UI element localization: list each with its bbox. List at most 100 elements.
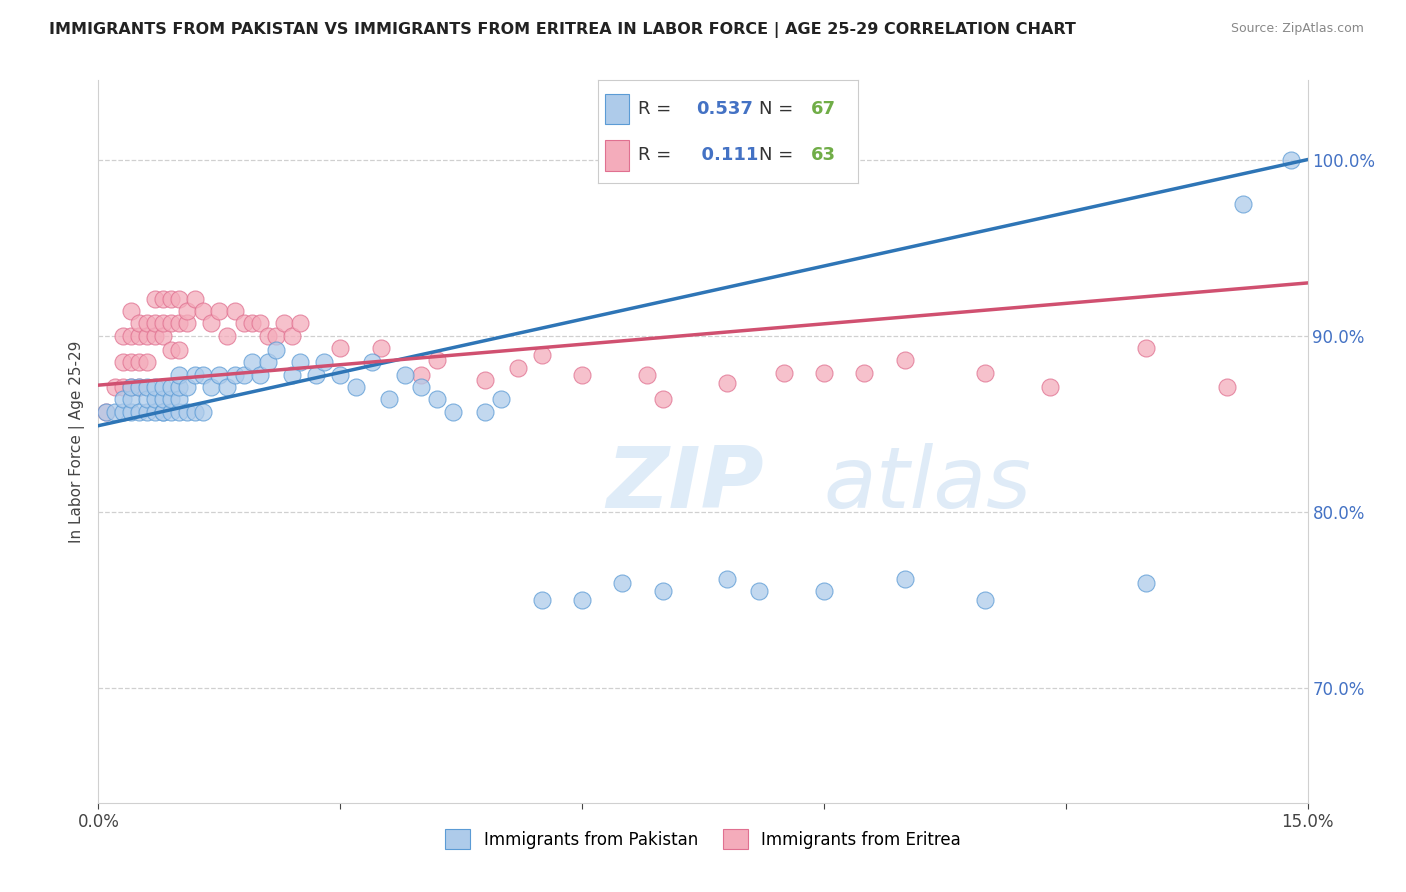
Point: [120, 392, 142, 407]
Point: [853, 366, 876, 380]
Text: ZIP: ZIP: [606, 443, 763, 526]
Point: [120, 380, 142, 394]
Point: [143, 392, 166, 407]
Point: [264, 328, 287, 343]
Point: [344, 380, 367, 394]
Point: [370, 341, 392, 355]
Point: [167, 404, 190, 418]
Point: [256, 355, 278, 369]
Point: [111, 404, 134, 418]
Point: [288, 317, 311, 331]
Text: 67: 67: [811, 100, 835, 118]
Point: [128, 355, 150, 369]
Point: [748, 584, 770, 599]
Point: [974, 366, 997, 380]
Point: [651, 392, 673, 407]
Y-axis label: In Labor Force | Age 25-29: In Labor Force | Age 25-29: [69, 341, 84, 542]
Point: [176, 380, 198, 394]
Point: [240, 355, 263, 369]
Text: atlas: atlas: [824, 443, 1032, 526]
Text: N =: N =: [759, 146, 793, 164]
Point: [716, 572, 738, 586]
Point: [314, 355, 336, 369]
Legend: Immigrants from Pakistan, Immigrants from Eritrea: Immigrants from Pakistan, Immigrants fro…: [439, 822, 967, 856]
Point: [152, 317, 174, 331]
Point: [143, 317, 166, 331]
Point: [176, 304, 198, 318]
Point: [273, 317, 295, 331]
Point: [167, 368, 190, 382]
Point: [224, 304, 246, 318]
Point: [208, 368, 231, 382]
Point: [474, 404, 496, 418]
Point: [224, 368, 246, 382]
Point: [1135, 341, 1157, 355]
Point: [152, 404, 174, 418]
Point: [636, 368, 658, 382]
Point: [143, 292, 166, 306]
Point: [329, 368, 352, 382]
Point: [264, 343, 287, 357]
Point: [167, 380, 190, 394]
Point: [135, 392, 157, 407]
Point: [441, 404, 464, 418]
Point: [176, 404, 198, 418]
Point: [232, 317, 254, 331]
Point: [772, 366, 794, 380]
Point: [160, 404, 183, 418]
Point: [184, 368, 207, 382]
Point: [394, 368, 416, 382]
Point: [1135, 575, 1157, 590]
Point: [103, 404, 125, 418]
Point: [426, 353, 449, 368]
Point: [530, 348, 553, 362]
Point: [184, 404, 207, 418]
Point: [1281, 153, 1303, 167]
Text: IMMIGRANTS FROM PAKISTAN VS IMMIGRANTS FROM ERITREA IN LABOR FORCE | AGE 25-29 C: IMMIGRANTS FROM PAKISTAN VS IMMIGRANTS F…: [49, 22, 1076, 38]
Point: [249, 368, 271, 382]
Point: [152, 328, 174, 343]
Point: [176, 317, 198, 331]
Point: [120, 380, 142, 394]
Point: [974, 593, 997, 607]
Point: [530, 593, 553, 607]
Point: [491, 392, 513, 407]
Point: [160, 392, 183, 407]
Point: [893, 353, 915, 368]
Point: [128, 380, 150, 394]
Point: [1232, 196, 1254, 211]
Point: [474, 373, 496, 387]
Point: [1216, 380, 1239, 394]
Point: [193, 304, 215, 318]
Point: [120, 304, 142, 318]
Text: R =: R =: [638, 146, 671, 164]
Point: [651, 584, 673, 599]
Point: [232, 368, 254, 382]
Point: [167, 392, 190, 407]
Point: [377, 392, 399, 407]
Point: [96, 404, 118, 418]
Point: [160, 292, 183, 306]
Point: [240, 317, 263, 331]
Point: [184, 292, 207, 306]
Point: [288, 355, 311, 369]
Point: [256, 328, 278, 343]
Point: [571, 368, 593, 382]
Point: [128, 317, 150, 331]
Point: [152, 404, 174, 418]
Point: [612, 575, 634, 590]
Point: [120, 328, 142, 343]
Point: [217, 380, 239, 394]
Point: [249, 317, 271, 331]
Point: [111, 392, 134, 407]
Point: [128, 380, 150, 394]
Point: [281, 328, 304, 343]
Point: [160, 380, 183, 394]
Point: [111, 328, 134, 343]
Point: [217, 328, 239, 343]
Point: [193, 368, 215, 382]
Point: [120, 404, 142, 418]
Point: [160, 343, 183, 357]
Text: 0.111: 0.111: [689, 146, 758, 164]
Point: [409, 368, 432, 382]
